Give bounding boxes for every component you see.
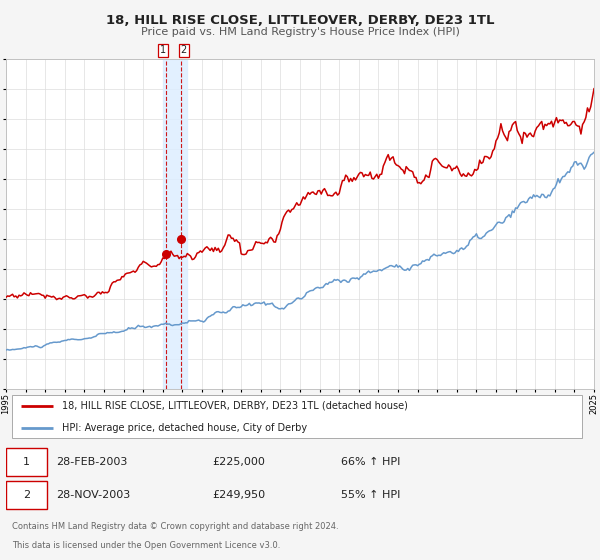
Text: This data is licensed under the Open Government Licence v3.0.: This data is licensed under the Open Gov… <box>12 540 280 549</box>
Text: £249,950: £249,950 <box>212 490 265 500</box>
Text: 55% ↑ HPI: 55% ↑ HPI <box>341 490 401 500</box>
Text: £225,000: £225,000 <box>212 458 265 467</box>
Text: HPI: Average price, detached house, City of Derby: HPI: Average price, detached house, City… <box>62 423 307 433</box>
Text: 18, HILL RISE CLOSE, LITTLEOVER, DERBY, DE23 1TL: 18, HILL RISE CLOSE, LITTLEOVER, DERBY, … <box>106 14 494 27</box>
FancyBboxPatch shape <box>12 395 582 438</box>
Text: 28-NOV-2003: 28-NOV-2003 <box>56 490 130 500</box>
Text: Contains HM Land Registry data © Crown copyright and database right 2024.: Contains HM Land Registry data © Crown c… <box>12 522 338 531</box>
Text: Price paid vs. HM Land Registry's House Price Index (HPI): Price paid vs. HM Land Registry's House … <box>140 27 460 37</box>
Text: 18, HILL RISE CLOSE, LITTLEOVER, DERBY, DE23 1TL (detached house): 18, HILL RISE CLOSE, LITTLEOVER, DERBY, … <box>62 400 408 410</box>
Text: 1: 1 <box>160 45 166 55</box>
FancyBboxPatch shape <box>6 449 47 476</box>
Text: 66% ↑ HPI: 66% ↑ HPI <box>341 458 401 467</box>
FancyBboxPatch shape <box>6 481 47 508</box>
Text: 1: 1 <box>23 458 30 467</box>
Text: 28-FEB-2003: 28-FEB-2003 <box>56 458 127 467</box>
Text: 2: 2 <box>181 45 187 55</box>
Bar <box>163 59 187 389</box>
Text: 2: 2 <box>23 490 30 500</box>
